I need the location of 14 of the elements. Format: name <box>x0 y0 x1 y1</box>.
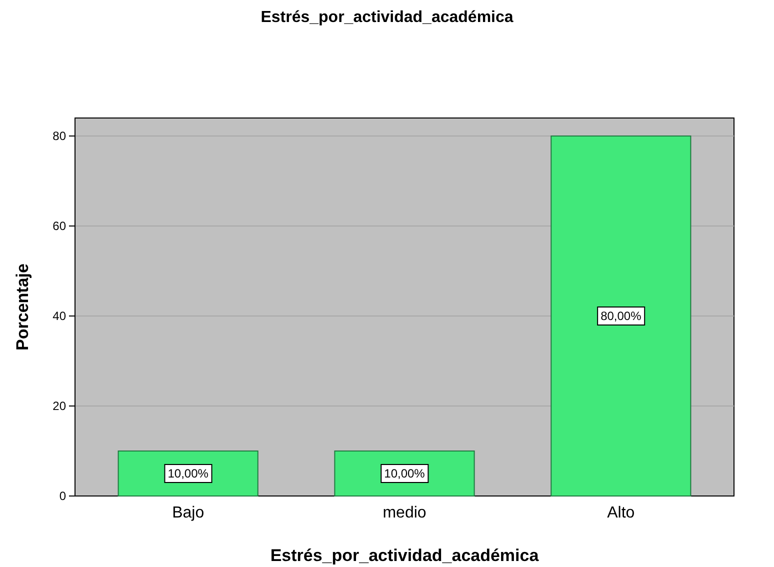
y-tick-label: 0 <box>59 488 66 503</box>
y-axis-title: Porcentaje <box>13 264 32 350</box>
x-tick-label: medio <box>382 504 426 522</box>
y-tick-label: 80 <box>52 128 66 143</box>
data-label: 10,00% <box>384 466 426 480</box>
x-axis-title: Estrés_por_actividad_académica <box>270 546 540 565</box>
x-tick-label: Bajo <box>172 504 204 522</box>
y-tick-label: 20 <box>52 398 66 413</box>
y-tick-label: 60 <box>52 218 66 233</box>
chart-title: Estrés_por_actividad_académica <box>260 9 514 26</box>
y-tick-label: 40 <box>52 308 66 323</box>
data-label: 10,00% <box>168 466 209 480</box>
data-label: 80,00% <box>600 309 642 323</box>
x-tick-label: Alto <box>607 504 635 522</box>
